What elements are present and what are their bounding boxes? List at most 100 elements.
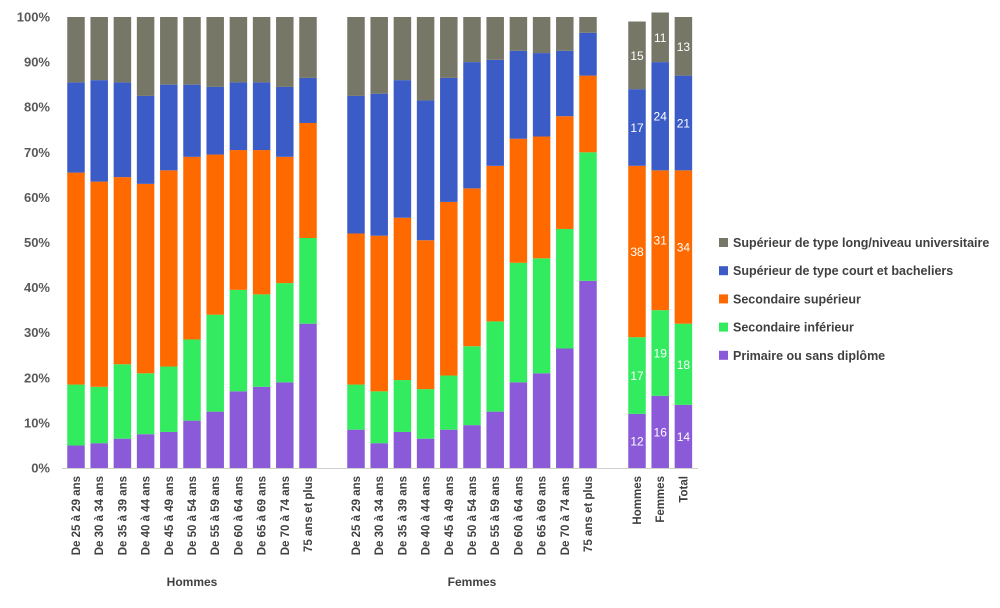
bar-segment <box>229 17 248 83</box>
bar-segment <box>579 75 597 153</box>
x-tick-label: De 50 à 54 ans <box>187 476 199 555</box>
x-tick-label: De 30 à 34 ans <box>94 476 106 555</box>
bar-segment <box>486 411 504 468</box>
y-tick-label: 70% <box>24 145 50 160</box>
bar-segment <box>416 100 435 241</box>
x-tick-label: De 45 à 49 ans <box>444 476 456 555</box>
x-tick-label: De 45 à 49 ans <box>164 476 176 555</box>
bar-segment <box>160 17 178 85</box>
bar-segment <box>463 188 481 347</box>
bar-segment <box>416 389 435 439</box>
bar-segment <box>183 420 201 468</box>
bar-segment <box>252 386 271 468</box>
bar-segment <box>370 93 388 236</box>
bar-segment <box>299 122 317 238</box>
bar-segment <box>252 150 271 295</box>
bar-segment <box>532 136 551 259</box>
bar-segment <box>136 373 155 435</box>
bar-segment <box>67 445 85 468</box>
bar-segment <box>113 364 132 439</box>
bar-segment <box>206 17 224 87</box>
bar-segment <box>532 53 551 137</box>
bar-segment <box>628 337 646 414</box>
bar-segment <box>579 17 597 33</box>
y-tick-label: 0% <box>31 461 50 476</box>
bar-segment <box>628 89 646 166</box>
bar-segment <box>463 62 481 189</box>
bar-segment <box>556 116 574 229</box>
bar-segment <box>532 373 551 468</box>
group-label: Femmes <box>448 575 497 589</box>
bar-segment <box>206 86 224 155</box>
bar-segment <box>183 156 201 340</box>
x-tick-label: De 60 à 64 ans <box>233 476 245 555</box>
data-label: 11 <box>654 31 667 45</box>
bar-segment <box>136 434 155 468</box>
x-tick-label: De 65 à 69 ans <box>257 476 269 555</box>
bar-segment <box>276 283 294 383</box>
bar-segment <box>113 438 132 468</box>
y-tick-label: 20% <box>24 370 50 385</box>
bar-segment <box>67 17 85 83</box>
bar-segment <box>183 17 201 85</box>
y-tick-label: 40% <box>24 280 50 295</box>
bar-segment <box>252 82 271 151</box>
bar-segment <box>370 17 388 94</box>
legend-label: Secondaire inférieur <box>733 321 854 335</box>
bar-segment <box>113 17 132 83</box>
y-tick-label: 80% <box>24 100 50 115</box>
x-tick-label: De 60 à 64 ans <box>513 476 525 555</box>
x-tick-label: De 40 à 44 ans <box>141 476 153 555</box>
bar-segment <box>674 323 693 405</box>
bar-segment <box>628 413 646 468</box>
data-label: 12 <box>630 434 644 448</box>
bar-segment <box>579 32 597 76</box>
x-tick-label: De 25 à 29 ans <box>71 476 83 555</box>
legend-swatch <box>719 294 728 304</box>
bar-segment <box>160 170 178 367</box>
legend-label: Supérieur de type court et bacheliers <box>733 264 953 278</box>
bar-segment <box>509 262 528 383</box>
bar-segment <box>440 201 458 376</box>
bar-segment <box>674 404 693 468</box>
data-label: 17 <box>630 121 644 135</box>
bar-segment <box>229 82 248 151</box>
bar-segment <box>674 17 693 76</box>
x-tick-label: De 25 à 29 ans <box>351 476 363 555</box>
data-label: 21 <box>677 116 691 130</box>
data-label: 38 <box>630 245 644 259</box>
bar-segment <box>347 384 365 430</box>
x-tick-label: De 50 à 54 ans <box>467 476 479 555</box>
bar-segment <box>206 154 224 315</box>
bar-segment <box>628 165 646 338</box>
bar-segment <box>229 150 248 290</box>
bar-segment <box>299 323 317 468</box>
bar-segment <box>160 366 178 432</box>
bar-segment <box>416 240 435 390</box>
x-tick-label: De 65 à 69 ans <box>537 476 549 555</box>
legend-label: Primaire ou sans diplôme <box>733 349 885 363</box>
bar-segment <box>67 384 85 446</box>
bar-segment <box>160 84 178 171</box>
bar-segment <box>183 339 201 421</box>
bar-segment <box>276 156 294 284</box>
legend-swatch <box>719 350 728 360</box>
legend-label: Supérieur de type long/niveau universita… <box>733 236 989 250</box>
bar-segment <box>393 80 412 218</box>
bar-segment <box>674 170 693 324</box>
bar-segment <box>90 386 108 444</box>
data-label: 14 <box>677 430 691 444</box>
bar-segment <box>486 165 504 322</box>
bar-segment <box>393 431 412 468</box>
legend-swatch <box>719 238 728 247</box>
bar-segment <box>416 17 435 101</box>
y-tick-label: 60% <box>24 190 50 205</box>
x-tick-label: 75 ans et plus <box>303 476 315 552</box>
bar-segment <box>67 82 85 173</box>
bar-segment <box>136 95 155 184</box>
bar-segment <box>651 395 669 468</box>
x-tick-label: De 55 à 59 ans <box>490 476 502 555</box>
x-tick-label: De 35 à 39 ans <box>397 476 409 555</box>
bar-segment <box>651 310 669 396</box>
